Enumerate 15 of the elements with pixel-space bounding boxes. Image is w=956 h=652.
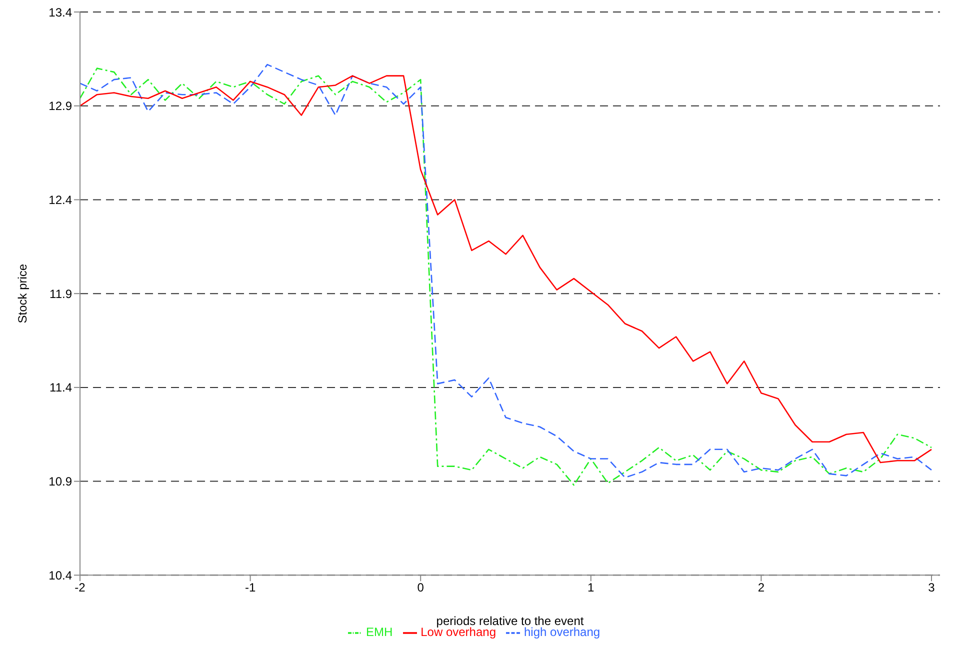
y-tick-label: 12.4 xyxy=(48,192,72,207)
x-tick-label: 1 xyxy=(588,580,595,595)
legend-label: EMH xyxy=(366,625,393,640)
x-tick-label: -2 xyxy=(74,580,86,595)
x-tick-label: 0 xyxy=(417,580,424,595)
x-tick-label: 2 xyxy=(758,580,765,595)
y-tick-label: 10.9 xyxy=(48,474,72,489)
x-tick-label: -1 xyxy=(244,580,256,595)
y-axis-title: Stock price xyxy=(15,264,30,324)
y-tick-label: 11.9 xyxy=(50,286,72,301)
y-tick-label: 10.4 xyxy=(48,568,72,582)
y-tick-label: 13.4 xyxy=(48,5,72,20)
x-tick-label: 3 xyxy=(928,580,936,595)
y-tick-label: 11.4 xyxy=(50,380,72,395)
y-tick-label: 12.9 xyxy=(48,99,72,114)
